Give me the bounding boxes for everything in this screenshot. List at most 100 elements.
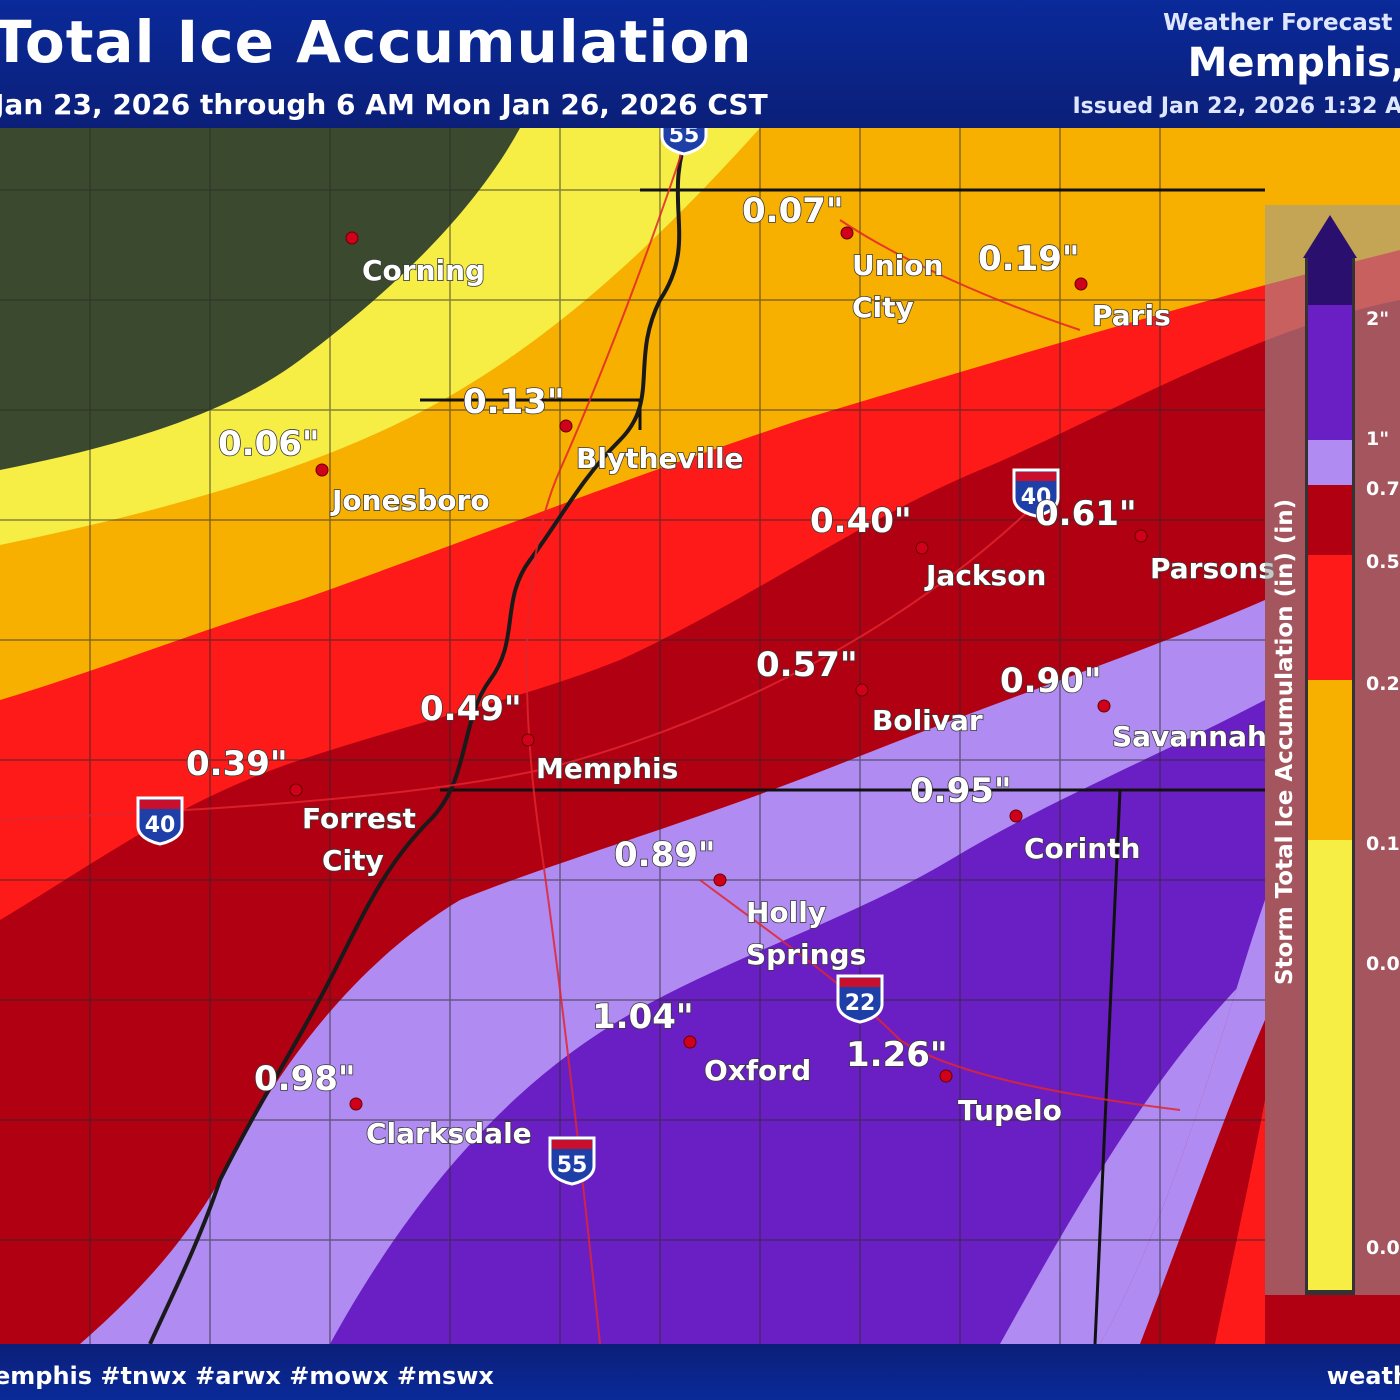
interstate-number: 40 xyxy=(1021,485,1052,510)
footer-bar xyxy=(0,1344,1400,1400)
map-location: 0.06" Jonesboro xyxy=(217,423,490,518)
interstate-number: 22 xyxy=(845,991,876,1016)
ice-amount-label: 0.13" xyxy=(463,382,565,422)
city-dot xyxy=(349,1097,363,1111)
city-label: Paris xyxy=(1092,299,1171,332)
map-title: Total Ice Accumulation xyxy=(0,8,753,76)
state-borders xyxy=(420,188,1265,1344)
interstate-number: 40 xyxy=(145,813,176,838)
legend-tick-label: 0.5 xyxy=(1366,551,1400,573)
valid-period: Jan 23, 2026 through 6 AM Mon Jan 26, 20… xyxy=(0,88,768,121)
ice-amount-label: 0.89" xyxy=(614,835,716,875)
ice-amount-label: 0.07" xyxy=(742,191,844,231)
city-label: Memphis xyxy=(536,752,678,785)
ice-amount-label: 0.57" xyxy=(756,645,858,685)
city-label: Forrest City xyxy=(302,802,416,877)
ice-amount-label: 1.04" xyxy=(592,997,694,1037)
legend-tick-label: 0.1 xyxy=(1366,833,1400,855)
hashtags: emphis #tnwx #arwx #mowx #mswx xyxy=(0,1362,494,1390)
legend-tick-label: 2" xyxy=(1366,308,1389,330)
city-dot xyxy=(683,1035,697,1049)
county-lines xyxy=(0,128,1265,1344)
map-location: 0.95" Corinth xyxy=(909,770,1141,866)
ice-amount-label: 0.39" xyxy=(186,744,288,784)
map-location: 0.90" Savannah xyxy=(999,660,1268,754)
map-location: 1.04" Oxford xyxy=(591,996,812,1088)
city-dot xyxy=(713,873,727,887)
office-name: Memphis, xyxy=(1187,40,1400,86)
map-location: 0.07"Union City xyxy=(741,190,944,325)
ice-amount-label: 1.26" xyxy=(846,1035,948,1075)
city-dot xyxy=(939,1069,953,1083)
map-location: 0.19" Paris xyxy=(977,238,1171,333)
legend-tick-label: 0.0 xyxy=(1366,953,1400,975)
ice-amount-label: 0.49" xyxy=(420,689,522,729)
city-label: Holly Springs xyxy=(746,896,866,971)
legend-swatch xyxy=(1308,485,1352,555)
city-dot xyxy=(915,541,929,555)
legend-swatch xyxy=(1308,555,1352,680)
ice-amount-label: 0.40" xyxy=(810,501,912,541)
ice-amount-label: 0.90" xyxy=(1000,661,1102,701)
map-location: 0.40" Jackson xyxy=(809,500,1047,593)
legend-swatch xyxy=(1308,840,1352,1290)
city-label: Oxford xyxy=(704,1054,811,1087)
city-dot xyxy=(559,419,573,433)
legend-swatch xyxy=(1308,258,1352,305)
city-dot xyxy=(855,683,869,697)
legend-swatch xyxy=(1308,305,1352,440)
map-location: 0.89" Holly Springs xyxy=(613,834,867,972)
city-dot xyxy=(315,463,329,477)
city-dot xyxy=(1097,699,1111,713)
city-label: Corning xyxy=(362,254,485,287)
legend-tick-label: 0.2 xyxy=(1366,673,1400,695)
interstate-shield-icon: 22 xyxy=(836,974,884,1024)
interstate-shield-icon: 55 xyxy=(660,128,708,156)
legend: Storm Total Ice Accumulation (in) (in) 2… xyxy=(1265,205,1400,1295)
website: weath xyxy=(1326,1362,1400,1390)
band-east-red xyxy=(1215,1100,1265,1344)
interstate-shield-icon: 40 xyxy=(1012,468,1060,518)
legend-title: Storm Total Ice Accumulation (in) (in) xyxy=(1272,499,1298,985)
map-location: 0.13" Blytheville xyxy=(462,381,744,476)
ice-amount-label: 0.61" xyxy=(1035,494,1137,534)
ice-amount-label: 0.06" xyxy=(218,424,320,464)
ice-amount-label: 0.19" xyxy=(978,239,1080,279)
interstate-number: 55 xyxy=(669,128,700,148)
city-dot xyxy=(1009,809,1023,823)
legend-swatch xyxy=(1308,680,1352,840)
legend-tick-label: 0.7 xyxy=(1366,478,1400,500)
city-label: Clarksdale xyxy=(366,1117,532,1150)
city-dot xyxy=(345,231,359,245)
map-location: 1.26" Tupelo xyxy=(845,1034,1062,1128)
city-label: Corinth xyxy=(1024,832,1140,865)
map-location: 0.39" Forrest City xyxy=(185,743,416,878)
mississippi-river xyxy=(148,128,692,1344)
city-dot xyxy=(840,226,854,240)
map-location: 0.57" Bolivar xyxy=(755,644,984,738)
city-dot xyxy=(289,783,303,797)
interstate-shield-icon: 40 xyxy=(136,796,184,846)
city-label: Union City xyxy=(852,249,943,324)
interstate-shield-icon: 55 xyxy=(548,1136,596,1186)
city-dot xyxy=(1074,277,1088,291)
map-location: 0.98" Clarksdale xyxy=(253,1058,532,1151)
ice-amount-label: 0.98" xyxy=(254,1059,356,1099)
city-label: Jackson xyxy=(924,559,1046,592)
ice-accumulation-map: 55 40 40 22 55 0.07"Union City 0.19" Paris Corni… xyxy=(0,128,1400,1344)
map-location: Corning xyxy=(345,231,486,288)
city-label: Tupelo xyxy=(958,1094,1062,1127)
issued-time: Issued Jan 22, 2026 1:32 AM xyxy=(1072,94,1400,119)
map-location: 0.61" Parsons xyxy=(1034,493,1276,586)
city-label: Jonesboro xyxy=(330,484,490,517)
legend-swatch xyxy=(1308,440,1352,485)
city-label: Savannah xyxy=(1112,720,1267,753)
ice-amount-label: 0.95" xyxy=(910,771,1012,811)
city-label: Blytheville xyxy=(576,442,744,475)
header-bar xyxy=(0,0,1400,128)
city-dot xyxy=(1134,529,1148,543)
interstate-number: 55 xyxy=(557,1153,588,1178)
city-dot xyxy=(521,733,535,747)
city-label: Parsons xyxy=(1150,552,1275,585)
